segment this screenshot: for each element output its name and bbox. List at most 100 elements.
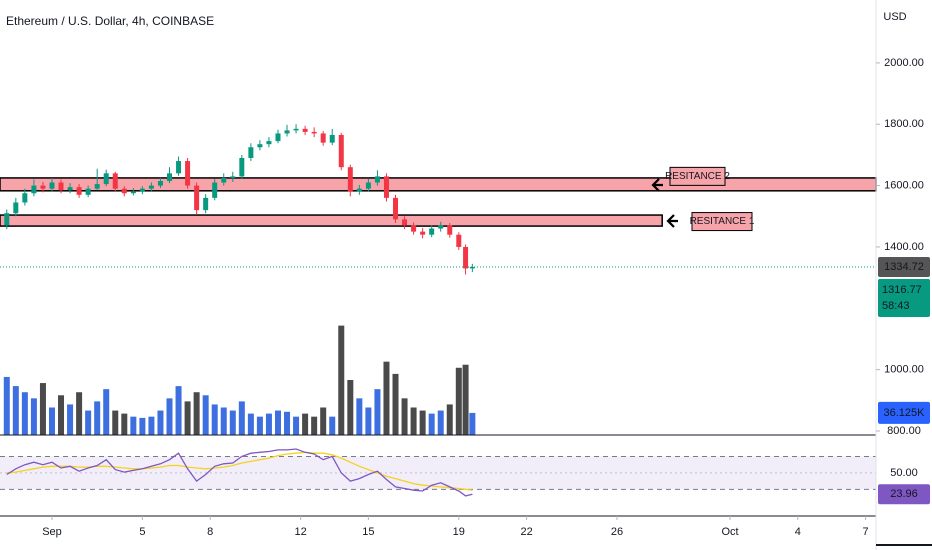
candle-body <box>212 182 218 198</box>
volume-bar <box>365 407 372 435</box>
candle-body <box>374 176 380 183</box>
volume-tag-label: 36.125K <box>884 407 926 419</box>
volume-bar <box>469 412 476 435</box>
candle-body <box>293 128 299 131</box>
candle-body <box>429 228 435 235</box>
candle-body <box>22 193 28 203</box>
volume-bar <box>401 398 408 435</box>
candle-body <box>176 161 182 174</box>
y-tick-label: 1400.00 <box>884 241 924 253</box>
candle-body <box>130 191 136 194</box>
volume-bar <box>374 389 381 435</box>
candle-body <box>447 225 453 235</box>
volume-bar <box>48 407 55 435</box>
candle-body <box>275 133 281 142</box>
rsi-line <box>6 448 473 497</box>
volume-bar <box>392 373 399 435</box>
price-tag <box>878 256 930 277</box>
candle-body <box>329 134 335 143</box>
volume-bar <box>58 395 65 435</box>
arrow <box>666 214 678 228</box>
currency: USD <box>883 11 906 23</box>
volume-bar <box>202 395 209 435</box>
candle-body <box>31 185 37 194</box>
x-tick-label: 4 <box>795 526 801 538</box>
volume-bar <box>67 404 74 435</box>
volume-bar <box>139 417 146 435</box>
candle-body <box>49 182 55 189</box>
volume-bar <box>274 410 281 435</box>
zone-label: RESITANCE 1 <box>690 216 755 227</box>
candle-body <box>257 144 263 148</box>
candle-body <box>463 246 469 269</box>
y-tick-label: 800.00 <box>887 425 921 437</box>
zone-label-box <box>691 212 753 232</box>
volume-bar <box>302 413 309 435</box>
volume-bar <box>247 413 254 435</box>
candle-body <box>320 133 326 143</box>
volume-bar <box>193 392 200 435</box>
volume-bar <box>410 407 417 435</box>
candle-body <box>248 147 254 158</box>
volume-bar <box>284 411 291 435</box>
volume-bar <box>311 416 318 435</box>
candle-body <box>67 187 73 191</box>
zone-label-box <box>669 166 726 186</box>
candle-body <box>13 202 19 214</box>
volume-bar <box>383 361 390 435</box>
volume-bar <box>39 383 46 435</box>
countdown: 58:43 <box>882 300 910 312</box>
x-tick-label: Oct <box>721 526 738 538</box>
y-tick-label: 1000.00 <box>884 364 924 376</box>
candle-body <box>85 188 91 195</box>
volume-bar <box>220 407 227 435</box>
volume-bar <box>85 410 92 435</box>
candle-body <box>112 173 118 189</box>
volume-bar <box>347 380 354 435</box>
rsi-tag-label: 23.96 <box>890 488 918 500</box>
volume-tag <box>878 401 930 424</box>
volume-bar <box>446 404 453 435</box>
y-tick-label: 1600.00 <box>884 180 924 192</box>
volume-bar <box>148 416 155 435</box>
candle-body <box>103 173 109 185</box>
candle-body <box>383 176 389 198</box>
candle-body <box>230 176 236 178</box>
resistance-zone <box>0 214 663 227</box>
arrow <box>651 178 663 192</box>
resistance-zone <box>0 177 877 192</box>
x-tick-label: Sep <box>42 526 62 538</box>
volume-bar <box>157 410 164 435</box>
volume-bar <box>428 413 435 435</box>
volume-bar <box>166 398 173 435</box>
volume-bar <box>76 392 83 435</box>
candle-body <box>302 128 308 132</box>
candle-body <box>456 234 462 247</box>
candle-body <box>40 185 46 189</box>
candle-body <box>58 182 64 191</box>
current-price: 1316.77 <box>882 284 922 296</box>
candle-body <box>194 185 200 211</box>
candle-body <box>347 167 353 192</box>
volume-bar <box>112 410 119 435</box>
volume-bar <box>437 410 444 435</box>
candle-body <box>356 188 362 192</box>
volume-bar <box>3 376 10 435</box>
current-price-tag <box>878 278 930 317</box>
candle-body <box>157 180 163 186</box>
volume-bar <box>256 416 263 435</box>
volume-bar <box>329 416 336 435</box>
x-tick-label: 5 <box>139 526 145 538</box>
volume-bar <box>103 389 110 435</box>
x-tick-label: 19 <box>453 526 465 538</box>
x-tick-label: 22 <box>520 526 532 538</box>
volume-bar <box>419 410 426 435</box>
x-tick-label: 15 <box>362 526 374 538</box>
volume-bar <box>462 364 469 435</box>
rsi-tick-label: 50.00 <box>890 467 918 479</box>
volume-bar <box>121 413 128 435</box>
candle-body <box>239 157 245 177</box>
candle-body <box>148 185 154 189</box>
y-tick-label: 2000.00 <box>884 57 924 69</box>
